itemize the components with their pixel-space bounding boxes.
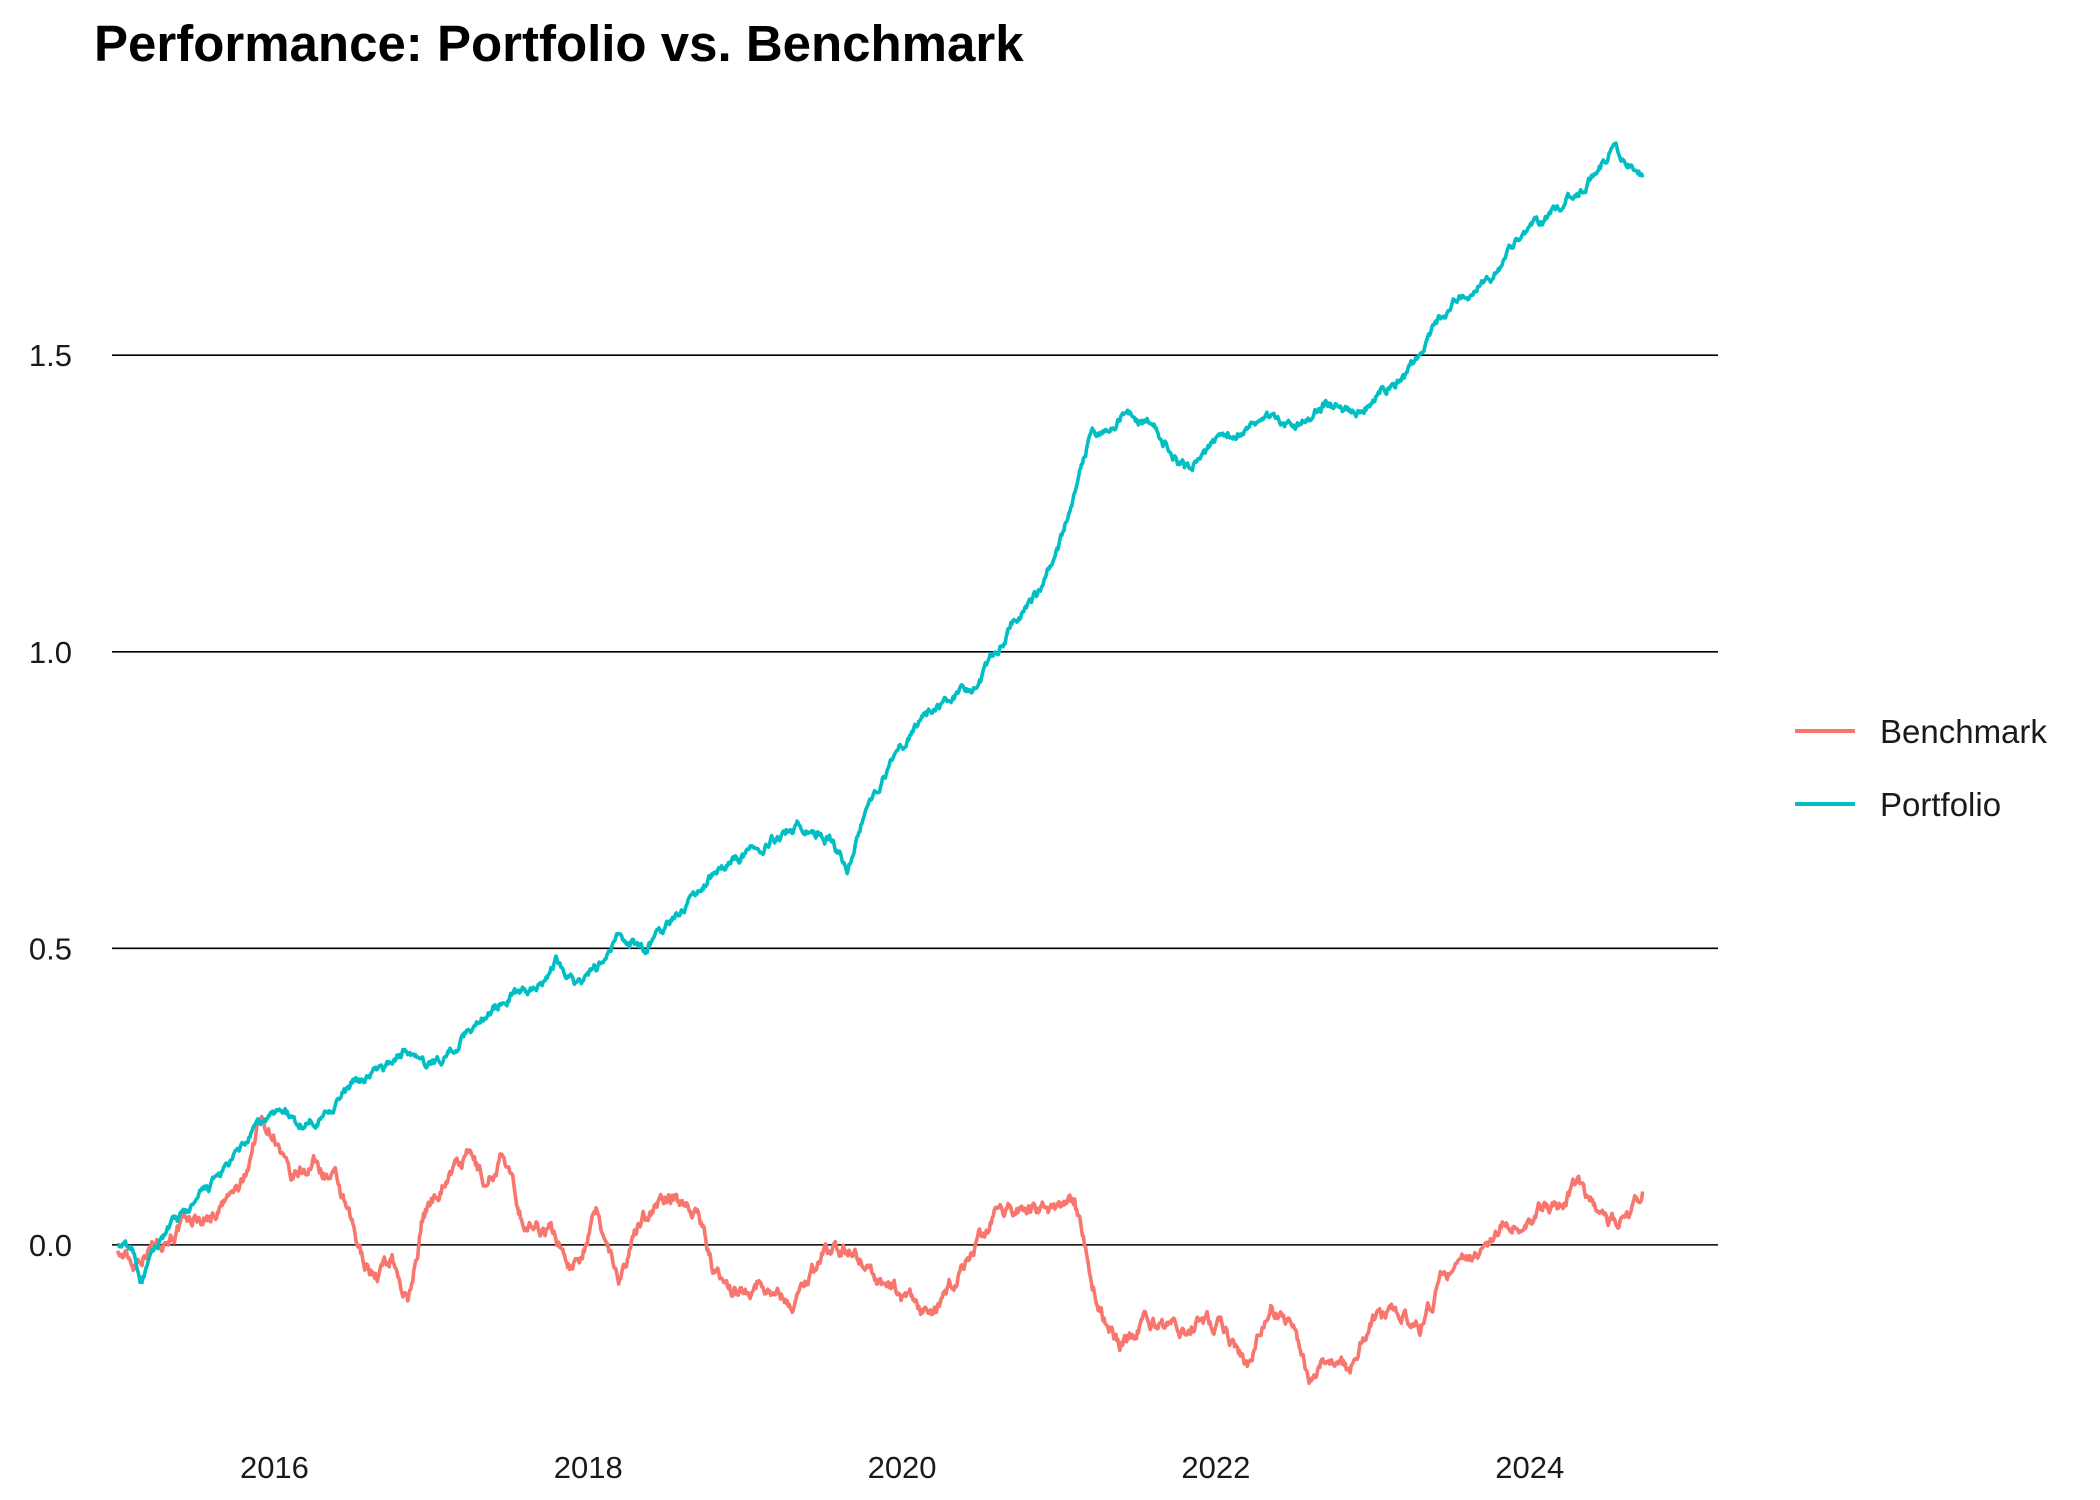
x-axis-ticks: 2016 2018 2020 2022 2024 bbox=[240, 1450, 1564, 1485]
y-axis-ticks: 0.0 0.5 1.0 1.5 bbox=[29, 338, 72, 1263]
x-tick-label: 2016 bbox=[240, 1450, 309, 1485]
x-tick-label: 2020 bbox=[868, 1450, 937, 1485]
y-tick-label: 1.0 bbox=[29, 635, 72, 670]
grid-lines bbox=[112, 354, 1718, 1246]
x-tick-label: 2024 bbox=[1495, 1450, 1564, 1485]
chart-title: Performance: Portfolio vs. Benchmark bbox=[94, 15, 1024, 72]
y-tick-label: 1.5 bbox=[29, 338, 72, 373]
series-lines bbox=[115, 141, 1645, 1385]
legend-label-portfolio: Portfolio bbox=[1880, 786, 2001, 823]
series-line-benchmark bbox=[115, 1114, 1645, 1385]
series-line-portfolio bbox=[116, 141, 1645, 1285]
legend: Benchmark Portfolio bbox=[1795, 713, 2047, 823]
y-tick-label: 0.0 bbox=[29, 1228, 72, 1263]
x-tick-label: 2018 bbox=[554, 1450, 623, 1485]
y-tick-label: 0.5 bbox=[29, 931, 72, 966]
x-tick-label: 2022 bbox=[1181, 1450, 1250, 1485]
legend-label-benchmark: Benchmark bbox=[1880, 713, 2047, 750]
